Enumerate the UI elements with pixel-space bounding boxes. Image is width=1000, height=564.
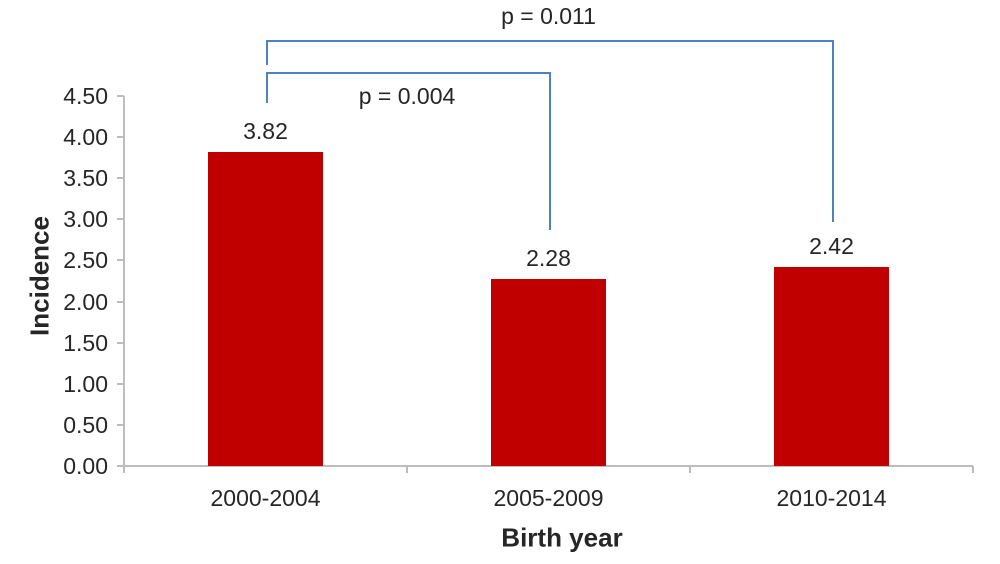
x-tick-mark [406, 466, 408, 473]
p-value-label: p = 0.004 [358, 83, 456, 110]
y-tick-label: 0.00 [63, 453, 108, 479]
x-category-label: 2000-2004 [210, 485, 321, 511]
y-tick-mark [117, 177, 124, 180]
y-tick-mark [117, 341, 124, 344]
y-tick-label: 2.00 [63, 288, 108, 315]
y-tick-mark [117, 136, 124, 139]
p-value-label: p = 0.011 [501, 3, 596, 30]
bracket-line [265, 40, 832, 43]
bracket-line [265, 72, 549, 75]
y-tick-mark [117, 423, 124, 426]
y-axis-title: Incidence [24, 216, 55, 336]
y-tick-mark [117, 382, 124, 385]
bar-value-label: 2.42 [809, 233, 854, 260]
y-tick-label: 1.50 [63, 329, 108, 356]
y-tick-label: 3.00 [63, 206, 108, 233]
x-axis-line [117, 465, 973, 467]
x-category-label: 2005-2009 [493, 485, 604, 511]
x-tick-mark [689, 466, 691, 473]
x-axis-title: Birth year [501, 522, 623, 553]
y-tick-label: 1.00 [63, 370, 108, 397]
y-tick-mark [117, 259, 124, 262]
x-tick-mark [972, 466, 974, 473]
y-tick-label: 0.50 [63, 411, 108, 438]
y-axis-line [123, 96, 125, 473]
bracket-right-drop [548, 72, 551, 230]
y-tick-label: 2.50 [63, 247, 108, 274]
y-tick-mark [117, 300, 124, 303]
y-tick-mark [117, 95, 124, 97]
bar [491, 278, 606, 466]
y-tick-label: 4.50 [63, 83, 108, 109]
bar-value-label: 2.28 [526, 244, 571, 271]
bar [774, 267, 889, 466]
bracket-left-drop [265, 40, 268, 65]
x-category-label: 2010-2014 [776, 485, 887, 511]
bar-value-label: 3.82 [243, 117, 288, 144]
bracket-right-drop [831, 40, 834, 222]
bracket-left-drop [265, 72, 268, 103]
y-tick-mark [117, 218, 124, 221]
bar [208, 151, 323, 466]
y-tick-label: 4.00 [63, 124, 108, 151]
y-tick-label: 3.50 [63, 165, 108, 192]
